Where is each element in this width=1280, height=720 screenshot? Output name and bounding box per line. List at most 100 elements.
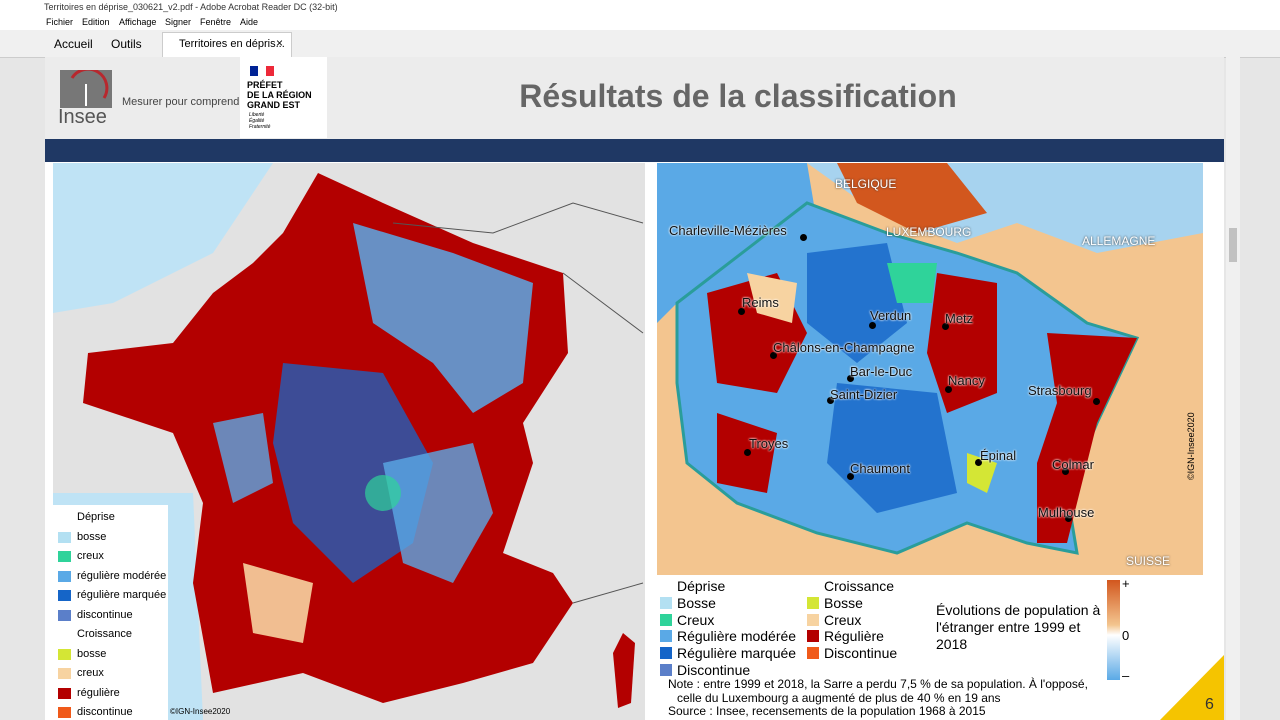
window-title: Territoires en déprise_030621_v2.pdf - A… [44,2,338,12]
note-line: celle du Luxembourg a augmenté de plus d… [677,690,1001,705]
prefet-line: PRÉFET [247,80,283,90]
legend-label: Régulière marquée [677,645,797,662]
scale-bar [1107,580,1120,680]
prefet-text: PRÉFET DE LA RÉGION GRAND EST [247,80,312,110]
menu-item[interactable]: Signer [165,17,192,27]
header-band [45,139,1224,162]
city-dot [827,397,834,404]
city-dot [1065,515,1072,522]
legend-group-title: Croissance [824,578,895,594]
city-dot [945,386,952,393]
city-label: Nancy [948,373,985,388]
legend-swatch [807,613,819,626]
legend-label: bosse [77,647,107,660]
document-tab-label[interactable]: Territoires en dépris... [179,38,285,50]
city-label: Épinal [980,448,1017,463]
legend-swatch [660,596,672,609]
tab-close[interactable]: × [276,36,284,50]
motto-line: Liberté [249,112,265,118]
city-label: Bar-le-Duc [850,364,913,379]
legend-swatch [58,648,71,660]
city-dot [770,352,777,359]
right-credit: ©IGN-Insee2020 [1186,412,1196,480]
legend-swatch [660,630,672,643]
city-label: Reims [742,295,779,310]
city-dot [1062,468,1069,475]
city-label: Saint-Dizier [830,387,898,402]
scale-title: Évolutions de population à l'étranger en… [936,602,1101,652]
menu-item[interactable]: Edition [82,17,110,27]
insee-text: Insee [58,106,107,128]
legend-label: régulière marquée [77,589,167,601]
nav-tab[interactable]: Accueil [54,37,93,51]
legend-swatch [58,551,71,562]
corner-decoration [1160,655,1224,720]
legend-swatch [58,590,71,601]
legend-swatch [660,647,672,660]
city-label: Verdun [870,308,912,323]
motto: Liberté Égalité Fraternité [249,112,270,130]
legend-swatch [58,668,71,679]
country-label: LUXEMBOURG [886,225,972,239]
city-label: Metz [945,311,974,326]
flag [250,66,274,76]
title-bar [0,0,1280,15]
tagline: Mesurer pour comprendre [122,96,250,108]
scale-label: – [1122,668,1130,683]
motto-line: Fraternité [249,124,271,130]
city-dot [738,308,745,315]
motto-line: Égalité [249,118,265,124]
legend-swatch [58,609,71,621]
legend-swatch [58,687,71,699]
city-label: Troyes [749,436,789,451]
legend-swatch [58,707,71,718]
city-dot [847,375,854,382]
left-credit: ©IGN-Insee2020 [170,707,231,716]
page-number: 6 [1205,696,1214,713]
prefet-line: GRAND EST [247,100,301,110]
document-tab[interactable] [162,32,292,58]
legend-label: régulière [77,686,120,699]
legend-label: Creux [824,611,862,628]
legend-swatch [660,613,672,626]
city-label: Strasbourg [1028,383,1092,398]
menu-item[interactable]: Aide [240,17,259,27]
city-label: Châlons-en-Champagne [773,340,915,355]
note-line: Source : Insee, recensements de la popul… [668,704,986,718]
legend-swatch [660,664,672,676]
legend-label: Discontinue [677,662,751,678]
scrollbar[interactable] [1226,57,1240,720]
legend-label: Bosse [824,594,863,611]
legend-label: Régulière [824,628,884,645]
nav-tab[interactable]: Outils [111,37,142,51]
country-label: BELGIQUE [835,177,897,191]
legend-label: Creux [677,611,715,628]
city-dot [847,473,854,480]
legend-label: Régulière modérée [677,628,797,645]
scroll-thumb[interactable] [1229,228,1237,262]
legend-label: Discontinue [824,645,898,662]
city-label: Colmar [1052,457,1094,472]
city-label: Chaumont [850,461,910,476]
slide-title: Résultats de la classification [519,78,957,114]
menu-bar [0,15,1280,30]
scale-label: 0 [1122,628,1130,643]
city-dot [1093,398,1100,405]
legend-label: Bosse [677,594,716,611]
country-label: ALLEMAGNE [1082,234,1156,248]
legend-group-title: Croissance [77,628,133,640]
legend-label: bosse [77,530,107,543]
legend-group-title: Déprise [77,511,115,523]
city-dot [744,449,751,456]
scale-label: + [1122,576,1130,591]
legend-swatch [58,570,71,582]
legend-label: creux [77,550,104,562]
menu-item[interactable]: Fichier [46,17,74,27]
menu-item[interactable]: Fenêtre [200,17,232,27]
country-label: SUISSE [1126,554,1171,568]
legend-group-title: Déprise [677,578,726,594]
menu-item[interactable]: Affichage [119,17,157,27]
grand-est-map [657,163,1203,575]
legend-swatch [807,647,819,660]
